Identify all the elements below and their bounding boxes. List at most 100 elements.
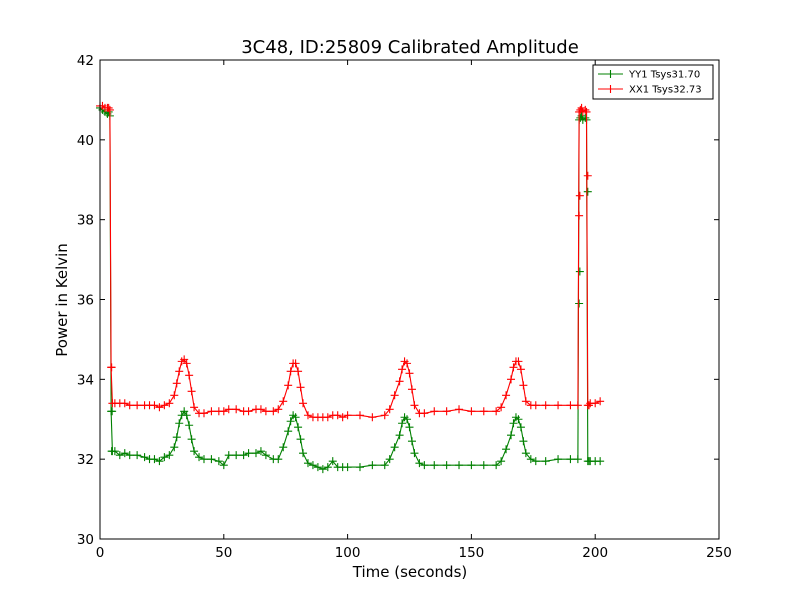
data-point [244, 449, 253, 458]
data-point [514, 357, 523, 366]
data-point [531, 401, 540, 410]
data-point [583, 187, 592, 196]
data-point [380, 411, 389, 420]
y-tick-label: 42 [77, 53, 94, 69]
data-point [509, 363, 518, 372]
data-point [390, 443, 399, 452]
y-axis-label: Power in Kelvin [53, 243, 71, 357]
legend-marker [606, 85, 615, 93]
data-point [581, 105, 590, 114]
data-point [125, 401, 134, 410]
data-point [573, 401, 582, 410]
data-point [303, 459, 312, 468]
data-point [455, 405, 464, 414]
chart-title: 3C48, ID:25809 Calibrated Amplitude [241, 37, 579, 58]
data-point [165, 399, 174, 408]
data-point [199, 409, 208, 418]
data-point [214, 457, 223, 466]
data-point [516, 365, 525, 374]
data-point [509, 419, 518, 428]
data-point [323, 463, 332, 472]
legend-label: XX1 Tsys32.73 [629, 85, 702, 96]
data-point [104, 103, 113, 112]
data-point [291, 413, 300, 422]
data-point [541, 457, 550, 466]
data-point [355, 463, 364, 472]
data-point [575, 211, 584, 220]
data-point [150, 401, 159, 410]
data-point [343, 463, 352, 472]
data-point [585, 401, 594, 410]
data-point [251, 449, 260, 458]
data-point [502, 391, 511, 400]
plot-area: 0 50 100 150 200 250 30 32 34 36 38 40 42 [77, 53, 732, 561]
data-point [395, 431, 404, 440]
data-point [187, 435, 196, 444]
data-point [185, 421, 194, 430]
data-point [519, 381, 528, 390]
data-point [521, 449, 530, 458]
data-point [299, 399, 308, 408]
data-point [185, 371, 194, 380]
data-point [232, 451, 241, 460]
data-point [296, 383, 305, 392]
data-point [368, 461, 377, 470]
data-point [328, 457, 337, 466]
data-point [170, 443, 179, 452]
data-point [467, 461, 476, 470]
data-point [583, 171, 592, 180]
legend-marker [606, 70, 615, 78]
data-point [577, 103, 586, 112]
legend: YY1 Tsys31.70 XX1 Tsys32.73 [592, 64, 714, 100]
data-point [244, 407, 253, 416]
data-point [232, 405, 241, 414]
data-point [291, 359, 300, 368]
data-point [541, 401, 550, 410]
data-point [165, 451, 174, 460]
data-point [190, 447, 199, 456]
data-point [120, 399, 129, 408]
data-point [467, 407, 476, 416]
data-point [286, 417, 295, 426]
data-point [160, 453, 169, 462]
legend-label: YY1 Tsys31.70 [628, 70, 700, 81]
data-point [274, 405, 283, 414]
data-point [385, 455, 394, 464]
data-point [140, 453, 149, 462]
data-point [403, 415, 412, 424]
data-point [133, 401, 142, 410]
y-tick-label: 34 [77, 372, 94, 388]
series-1 [96, 101, 605, 422]
data-point [343, 411, 352, 420]
data-point [160, 401, 169, 410]
x-tick-label: 0 [96, 545, 105, 561]
data-point [596, 457, 605, 466]
data-point [207, 455, 216, 464]
data-point [207, 407, 216, 416]
data-point [190, 403, 199, 412]
data-point [239, 451, 248, 460]
data-point [407, 385, 416, 394]
data-point [261, 451, 270, 460]
data-point [554, 401, 563, 410]
data-point [294, 367, 303, 376]
data-point [318, 465, 327, 474]
data-point [182, 359, 191, 368]
data-point [133, 451, 142, 460]
data-point [125, 451, 134, 460]
legend-item: YY1 Tsys31.70 [598, 70, 700, 81]
data-point [442, 407, 451, 416]
data-point [108, 407, 117, 416]
data-point [170, 391, 179, 400]
data-point [390, 391, 399, 400]
x-tick-label: 250 [706, 545, 732, 561]
data-point [516, 423, 525, 432]
data-point [575, 267, 584, 276]
data-point [395, 377, 404, 386]
data-point [398, 365, 407, 374]
x-tick-label: 200 [582, 545, 608, 561]
data-point [269, 407, 278, 416]
data-point [554, 455, 563, 464]
